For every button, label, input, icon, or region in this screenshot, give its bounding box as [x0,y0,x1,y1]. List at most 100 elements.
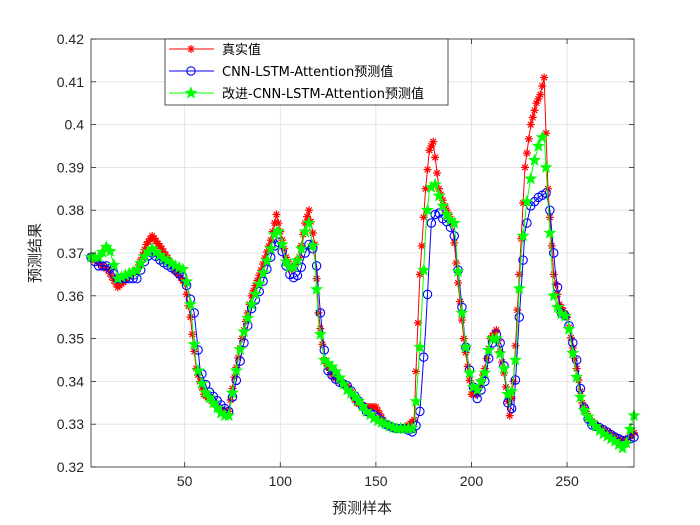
data-point-improved [505,384,519,397]
data-point-improved [237,324,251,338]
data-point-improved [478,365,492,379]
data-point-cnn-lstm [514,312,525,322]
data-point-improved [92,250,106,263]
data-point-improved [459,340,473,353]
tick-labels: 50 100 150 200 250 0.32 0.33 0.34 0.35 0.36 0.37 0.… [57,31,579,489]
data-point-improved [493,346,507,360]
data-point-cnn-lstm [311,261,322,271]
legend-marker-real [187,45,195,53]
data-point-improved [489,331,503,345]
data-point-improved [535,130,549,144]
y-tick-label: 0.33 [57,416,84,432]
data-point-improved [329,364,343,378]
data-point-cnn-lstm [571,355,582,365]
data-point-improved [187,337,201,350]
legend-marker-symbol [184,86,198,99]
data-point-real [528,113,537,122]
legend-label-cnn-lstm: CNN-LSTM-Attention预测值 [222,64,393,80]
legend-entry-real: 真实值 [169,42,261,58]
data-point-improved [524,171,538,185]
data-point-improved [264,241,278,255]
data-point-real [454,278,463,287]
data-point-improved [252,276,266,290]
data-point-improved [539,160,553,174]
legend-entry-improved: 改进-CNN-LSTM-Attention预测值 [169,86,424,102]
y-tick-label: 0.35 [57,331,84,347]
data-point-cnn-lstm [426,218,437,228]
data-point-cnn-lstm [506,403,517,414]
data-point-improved [470,383,484,396]
data-point-improved [619,436,633,449]
data-point-improved [103,244,117,257]
data-point-improved [417,263,431,276]
data-point-improved [623,422,637,435]
data-point-improved [130,263,144,276]
data-point-cnn-lstm [296,262,307,273]
data-point-improved [176,262,190,275]
data-point-improved [313,327,327,340]
data-point-improved [482,343,496,356]
data-point-improved [512,281,526,295]
legend-marker-cnn-lstm [186,66,196,76]
data-point-improved [432,189,446,202]
data-point-improved [248,287,262,300]
y-tick-label: 0.32 [57,459,84,475]
data-point-real [521,163,530,172]
legend-entry-cnn-lstm: CNN-LSTM-Attention预测值 [169,64,393,80]
data-point-real [423,165,432,174]
data-point-improved [455,306,469,319]
data-point-cnn-lstm [518,255,528,265]
data-point-improved [440,207,454,220]
data-point-improved [355,399,370,412]
data-point-cnn-lstm [231,375,242,386]
data-point-improved [531,139,545,152]
data-point-cnn-lstm [315,308,326,318]
data-point-improved [294,241,308,255]
data-point-improved [290,253,305,266]
y-tick-label: 0.41 [57,74,84,90]
data-point-real [530,106,539,115]
data-point-improved [199,385,213,399]
data-point-improved [279,254,293,268]
data-point-improved [428,177,442,191]
data-point-cnn-lstm [449,231,460,241]
data-point-improved [577,403,591,416]
data-point-real [188,330,197,339]
data-point-improved [229,363,243,377]
data-point-real [524,134,533,143]
legend-marker-improved [184,86,198,99]
data-point-improved [528,153,542,166]
legend: 真实值 CNN-LSTM-Attention预测值 改进-CNN-LSTM-At… [164,38,449,106]
x-tick-label: 250 [555,473,579,489]
data-point-improved [336,376,350,390]
data-point-improved [195,376,209,390]
data-point-improved [543,226,557,239]
data-point-cnn-lstm [193,345,203,355]
data-point-improved [225,385,240,399]
data-point-real [272,210,281,219]
data-point-improved [202,390,217,404]
data-point-improved [134,256,148,269]
data-point-real [536,90,545,99]
data-point-cnn-lstm [541,188,551,198]
data-point-real [186,313,195,322]
y-tick-label: 0.42 [57,31,84,47]
data-point-improved [352,394,366,407]
data-point-improved [573,390,588,403]
data-point-improved [302,216,316,229]
data-point-improved [581,409,595,423]
data-point-cnn-lstm [189,308,199,318]
data-point-improved [463,365,477,379]
data-point-improved [180,274,194,288]
y-tick-label: 0.36 [57,288,84,304]
data-point-improved [447,216,461,229]
data-point-real [522,149,531,158]
data-point-cnn-lstm [483,353,494,364]
data-point-improved [474,374,488,388]
x-tick-label: 50 [177,473,193,489]
data-point-cnn-lstm [300,248,310,258]
x-tick-label: 200 [460,473,484,489]
legend-label-real: 真实值 [222,42,261,58]
data-point-real [538,82,547,91]
data-point-improved [615,441,630,454]
